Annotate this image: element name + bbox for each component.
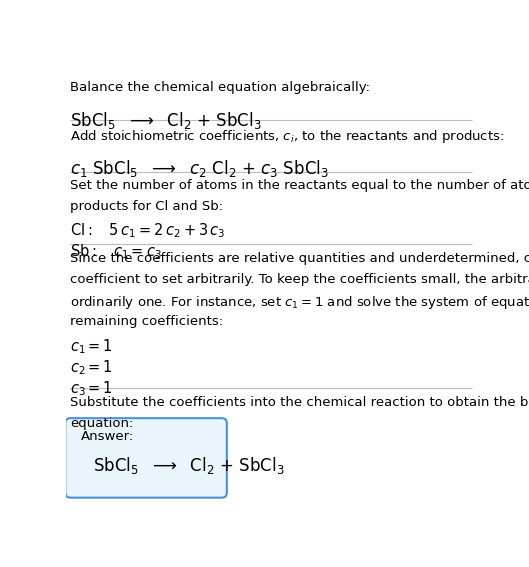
Text: $c_2 = 1$: $c_2 = 1$: [70, 358, 113, 377]
Text: $\mathrm{Sb:}$   $c_1 = c_3$: $\mathrm{Sb:}$ $c_1 = c_3$: [70, 243, 162, 261]
Text: $c_1\ \mathrm{SbCl_5}$  $\longrightarrow$  $c_2\ \mathrm{Cl_2}$ + $c_3\ \mathrm{: $c_1\ \mathrm{SbCl_5}$ $\longrightarrow$…: [70, 158, 329, 179]
Text: Since the coefficients are relative quantities and underdetermined, choose a: Since the coefficients are relative quan…: [70, 252, 529, 265]
Text: $c_1 = 1$: $c_1 = 1$: [70, 337, 113, 356]
Text: Add stoichiometric coefficients, $c_i$, to the reactants and products:: Add stoichiometric coefficients, $c_i$, …: [70, 128, 505, 145]
Text: $\mathrm{Cl:}$   $5\,c_1 = 2\,c_2 + 3\,c_3$: $\mathrm{Cl:}$ $5\,c_1 = 2\,c_2 + 3\,c_3…: [70, 222, 226, 240]
Text: ordinarily one. For instance, set $c_1 = 1$ and solve the system of equations fo: ordinarily one. For instance, set $c_1 =…: [70, 294, 529, 311]
Text: Substitute the coefficients into the chemical reaction to obtain the balanced: Substitute the coefficients into the che…: [70, 396, 529, 409]
Text: $\mathrm{SbCl_5}$  $\longrightarrow$  $\mathrm{Cl_2}$ + $\mathrm{SbCl_3}$: $\mathrm{SbCl_5}$ $\longrightarrow$ $\ma…: [70, 109, 262, 130]
Text: remaining coefficients:: remaining coefficients:: [70, 315, 223, 328]
Text: coefficient to set arbitrarily. To keep the coefficients small, the arbitrary va: coefficient to set arbitrarily. To keep …: [70, 273, 529, 286]
Text: $\mathrm{SbCl_5}$  $\longrightarrow$  $\mathrm{Cl_2}$ + $\mathrm{SbCl_3}$: $\mathrm{SbCl_5}$ $\longrightarrow$ $\ma…: [93, 455, 285, 476]
FancyBboxPatch shape: [65, 418, 227, 498]
Text: Answer:: Answer:: [80, 430, 134, 443]
Text: Balance the chemical equation algebraically:: Balance the chemical equation algebraica…: [70, 81, 370, 94]
Text: $c_3 = 1$: $c_3 = 1$: [70, 379, 113, 398]
Text: equation:: equation:: [70, 417, 134, 430]
Text: Set the number of atoms in the reactants equal to the number of atoms in the: Set the number of atoms in the reactants…: [70, 179, 529, 192]
Text: products for Cl and Sb:: products for Cl and Sb:: [70, 200, 223, 213]
